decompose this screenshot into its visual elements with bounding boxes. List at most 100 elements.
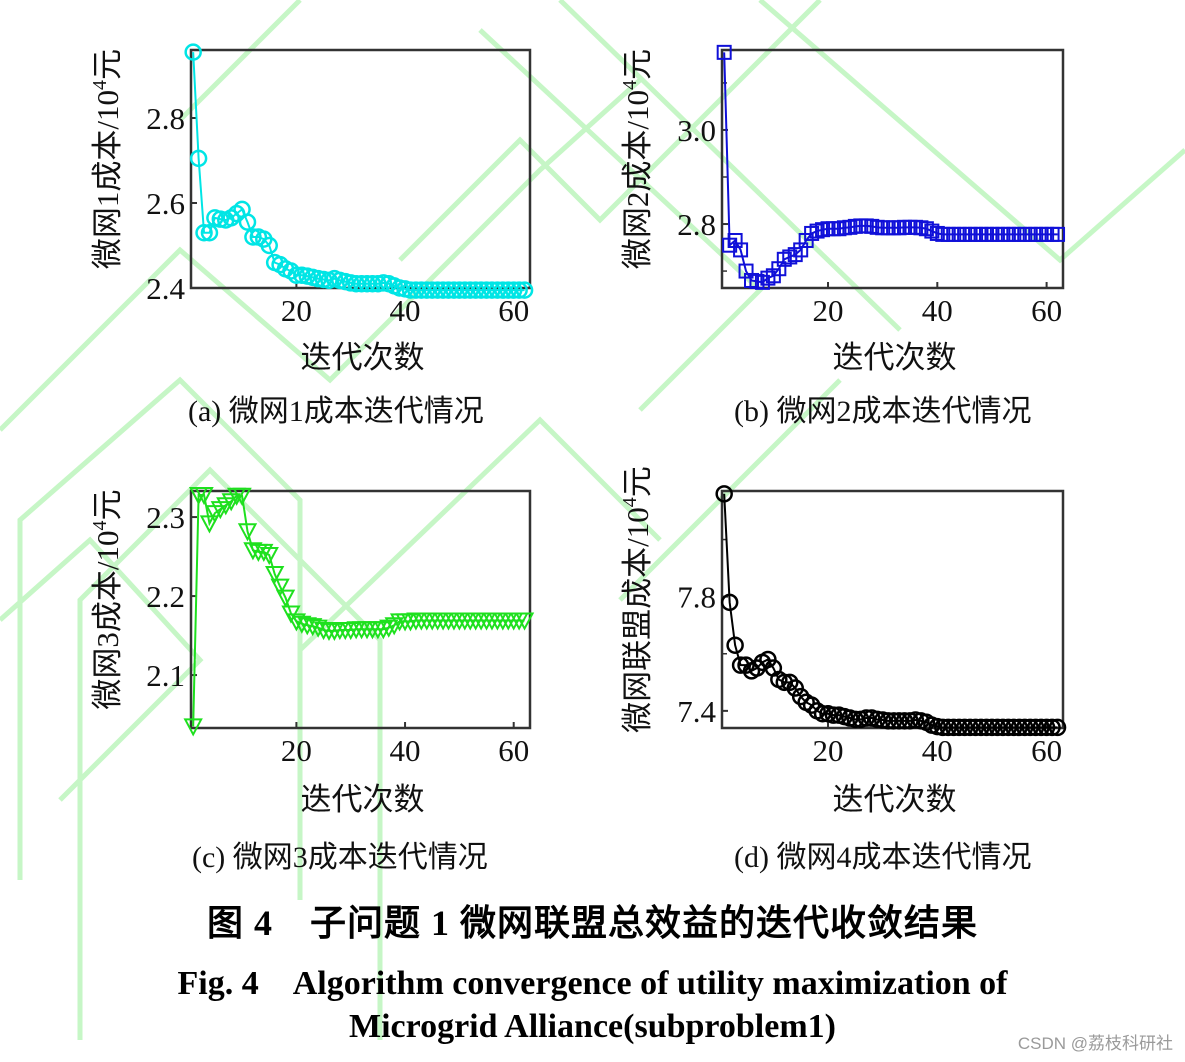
x-tick-label: 20: [813, 733, 844, 768]
y-tick-label: 7.4: [677, 694, 716, 729]
data-point: [483, 281, 501, 299]
y-axis-label: 微网3成本/104元: [89, 489, 125, 709]
x-tick-label: 60: [498, 733, 529, 768]
data-point: [716, 44, 732, 60]
data-point: [232, 487, 252, 506]
y-tick-label: 2.8: [146, 101, 185, 136]
data-point: [477, 281, 496, 299]
data-point: [287, 266, 306, 284]
figure-caption-english-line2: Microgrid Alliance(subproblem1): [348, 1008, 836, 1045]
data-point: [1005, 718, 1023, 737]
data-point: [439, 281, 458, 299]
data-point: [890, 712, 908, 730]
axes-frame: [720, 489, 1065, 730]
data-point: [1032, 718, 1050, 737]
x-axis-label: 迭代次数: [833, 340, 957, 375]
data-point: [412, 281, 431, 299]
x-axis-label: 迭代次数: [301, 782, 425, 817]
data-point: [407, 281, 425, 299]
data-point: [961, 718, 979, 737]
y-tick-label: 2.2: [146, 579, 185, 614]
data-point: [955, 718, 974, 737]
y-axis-label: 微网联盟成本/104元: [619, 466, 655, 733]
data-point: [510, 281, 528, 299]
chart-d: 20 40 60 7.4 7.8 迭代次数 微网联盟成本/104元: [619, 466, 1067, 817]
data-point: [824, 706, 843, 724]
data-point: [379, 619, 399, 638]
data-point: [461, 281, 479, 299]
data-point: [515, 281, 534, 299]
csdn-watermark: CSDN @荔枝科研社: [1017, 1034, 1173, 1053]
data-point: [1037, 718, 1056, 737]
data-point: [977, 718, 996, 737]
data-point: [184, 43, 202, 61]
panel-d: 20 40 60 7.4 7.8 迭代次数 微网联盟成本/104元: [619, 466, 1067, 817]
x-tick-label: 20: [281, 733, 312, 768]
data-point: [1043, 718, 1061, 737]
data-point: [722, 237, 738, 253]
data-point: [259, 546, 279, 566]
data-point: [244, 228, 262, 246]
data-point: [494, 281, 512, 299]
figure-caption-chinese: 图 4 子问题 1 微网联盟总效益的迭代收敛结果: [206, 903, 978, 943]
data-point: [846, 710, 865, 729]
data-point: [423, 281, 441, 299]
data-point: [737, 656, 755, 674]
data-point: [934, 718, 952, 737]
data-point: [1048, 718, 1067, 737]
data-point: [472, 281, 490, 299]
y-axis-label: 微网2成本/104元: [619, 49, 655, 269]
data-point: [195, 224, 213, 242]
data-point: [787, 247, 803, 263]
data-point: [238, 213, 257, 231]
data-point: [944, 718, 963, 737]
data-point: [738, 263, 754, 279]
data-point: [243, 542, 263, 561]
y-tick-label: 2.8: [677, 207, 716, 242]
data-point: [194, 486, 214, 506]
subcaption-b: (b) 微网2成本迭代情况: [734, 395, 1032, 428]
figure-caption-english-line1: Fig. 4 Algorithm convergence of utility …: [177, 965, 1008, 1002]
data-point: [720, 593, 739, 612]
panel-c: 20 40 60 2.1 2.2 2.3 迭代次数 微网3成本/104元: [0, 0, 600, 885]
data-point: [358, 275, 376, 293]
data-point: [793, 242, 809, 258]
subcaption-c: (c) 微网3成本迭代情况: [192, 841, 488, 874]
data-point: [791, 687, 810, 706]
data-point: [879, 712, 897, 730]
panel-b: 20 40 60 2.8 3.0 迭代次数 微网2成本/104元: [0, 0, 1185, 445]
data-point: [514, 612, 535, 631]
data-point: [200, 224, 219, 242]
data-point: [292, 615, 312, 634]
y-tick-label: 7.8: [677, 580, 716, 615]
subcaption-a: (a) 微网1成本迭代情况: [188, 395, 484, 428]
data-point: [237, 523, 258, 542]
data-point: [352, 275, 371, 293]
data-point: [270, 578, 290, 597]
data-point: [748, 659, 766, 677]
data-point: [884, 712, 903, 730]
data-point: [189, 149, 208, 168]
y-tick-label: 2.1: [146, 658, 185, 693]
data-point: [1010, 718, 1029, 737]
chart-c: 20 40 60 2.1 2.2 2.3 迭代次数 微网3成本/104元: [89, 486, 535, 817]
x-axis-label: 迭代次数: [301, 340, 425, 375]
series-line: [723, 493, 1058, 729]
data-point: [1021, 718, 1039, 737]
data-point: [456, 281, 474, 299]
data-point: [183, 718, 203, 737]
x-tick-label: 20: [813, 293, 844, 328]
data-point: [776, 251, 792, 267]
y-tick-label: 2.3: [146, 500, 185, 535]
x-tick-label: 40: [922, 293, 953, 328]
data-point: [1026, 718, 1045, 737]
y-tick-label: 3.0: [677, 113, 716, 148]
data-point: [1015, 718, 1034, 737]
data-point: [999, 718, 1018, 737]
data-point: [895, 712, 914, 730]
data-point: [308, 619, 328, 638]
data-point: [504, 281, 523, 299]
data-point: [445, 281, 463, 299]
chart-b: 20 40 60 2.8 3.0 迭代次数 微网2成本/104元: [619, 44, 1066, 375]
